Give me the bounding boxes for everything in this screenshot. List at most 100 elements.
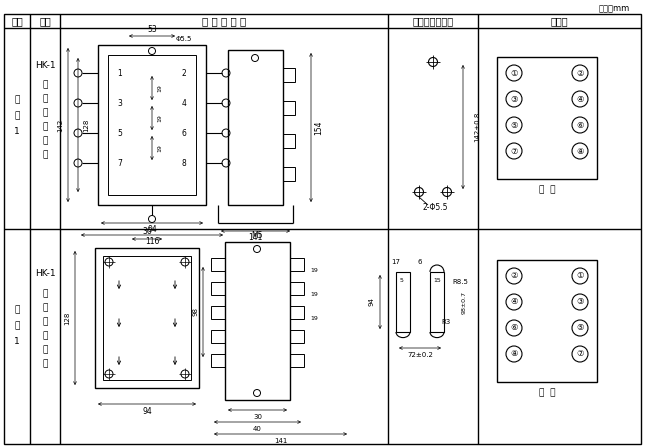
Text: ③: ③ [576,298,584,307]
Text: ⑧: ⑧ [510,350,518,358]
Text: 116: 116 [145,237,159,246]
Bar [108,55,196,195]
Bar [290,258,304,271]
Text: 142: 142 [57,118,63,131]
Text: 图号: 图号 [11,16,23,26]
Text: 5: 5 [117,128,123,138]
Text: 7: 7 [117,159,123,168]
Text: 19: 19 [310,267,318,273]
Text: 98: 98 [192,308,198,316]
Text: 2: 2 [182,68,186,77]
Text: 凸: 凸 [43,290,48,299]
Bar [283,134,295,148]
Text: 128: 128 [64,311,70,325]
Text: 附: 附 [14,305,20,315]
Text: 6: 6 [181,128,186,138]
Text: ⑦: ⑦ [510,147,518,156]
Bar [497,57,597,179]
Text: 接: 接 [43,346,48,354]
Text: 15: 15 [433,278,441,283]
Text: ③: ③ [510,94,518,104]
Bar [225,242,290,400]
Text: 94: 94 [142,406,152,416]
Text: 141: 141 [274,438,287,444]
Bar [211,306,225,319]
Text: 接: 接 [43,136,48,146]
Text: ②: ② [510,271,518,281]
Bar [396,272,410,332]
Bar [228,50,283,205]
Text: 94: 94 [147,225,157,235]
Text: 图: 图 [14,321,20,330]
Text: 19: 19 [157,114,163,122]
Bar [283,68,295,82]
Text: ⑤: ⑤ [576,324,584,333]
Text: 外 形 尺 寸 图: 外 形 尺 寸 图 [202,16,246,26]
Text: 前  视: 前 视 [539,186,555,194]
Bar [283,101,295,115]
Text: 19: 19 [310,291,318,296]
Text: 5: 5 [399,278,403,283]
Text: ①: ① [510,68,518,77]
Bar [290,282,304,295]
Bar [211,354,225,367]
Bar [290,354,304,367]
Text: 前: 前 [43,122,48,131]
Text: 出: 出 [43,304,48,312]
Text: 后: 后 [43,332,48,341]
Text: 17: 17 [392,259,401,265]
Text: 128: 128 [83,118,89,132]
Text: 式: 式 [43,317,48,326]
Text: 结构: 结构 [39,16,51,26]
Text: 141: 141 [248,233,263,243]
Text: 19: 19 [157,84,163,92]
Text: 1: 1 [14,127,20,136]
Text: 背  视: 背 视 [539,388,555,397]
Bar [497,260,597,382]
Text: ②: ② [576,68,584,77]
Text: 40: 40 [253,426,262,432]
Text: HK-1: HK-1 [35,270,55,278]
Text: 端子图: 端子图 [550,16,568,26]
Text: 19: 19 [310,316,318,320]
Text: 安装开孔尺寸图: 安装开孔尺寸图 [412,16,453,26]
Text: 2-Φ5.5: 2-Φ5.5 [422,203,448,212]
Text: 30: 30 [253,414,262,420]
Text: Φ5.5: Φ5.5 [176,36,192,42]
Text: 凸: 凸 [43,80,48,89]
Text: 53: 53 [147,25,157,34]
Bar [211,330,225,343]
Text: 19: 19 [157,144,163,152]
Text: 6: 6 [418,259,422,265]
Bar [283,167,295,181]
Text: 附: 附 [14,96,20,105]
Text: 出: 出 [43,94,48,104]
Text: 3: 3 [117,98,123,107]
Bar [98,45,206,205]
Text: 图: 图 [14,111,20,121]
Bar [103,256,191,380]
Text: 线: 线 [43,151,48,160]
Text: ⑧: ⑧ [576,147,584,156]
Text: 142±0.8: 142±0.8 [474,112,480,142]
Bar [211,258,225,271]
Text: 线: 线 [43,359,48,368]
Bar [290,330,304,343]
Text: M5: M5 [252,232,263,240]
Text: 1: 1 [14,337,20,346]
Text: HK-1: HK-1 [35,60,55,69]
Bar [95,248,199,388]
Bar [211,282,225,295]
Text: R3: R3 [441,319,451,325]
Text: 36: 36 [142,228,152,236]
Bar [430,272,444,332]
Text: ⑦: ⑦ [576,350,584,358]
Text: ④: ④ [576,94,584,104]
Text: 1: 1 [117,68,123,77]
Text: ⑤: ⑤ [510,121,518,130]
Text: ④: ④ [510,298,518,307]
Text: 式: 式 [43,109,48,118]
Text: ⑥: ⑥ [510,324,518,333]
Text: 72±0.2: 72±0.2 [407,352,433,358]
Text: 单位：mm: 单位：mm [599,4,630,13]
